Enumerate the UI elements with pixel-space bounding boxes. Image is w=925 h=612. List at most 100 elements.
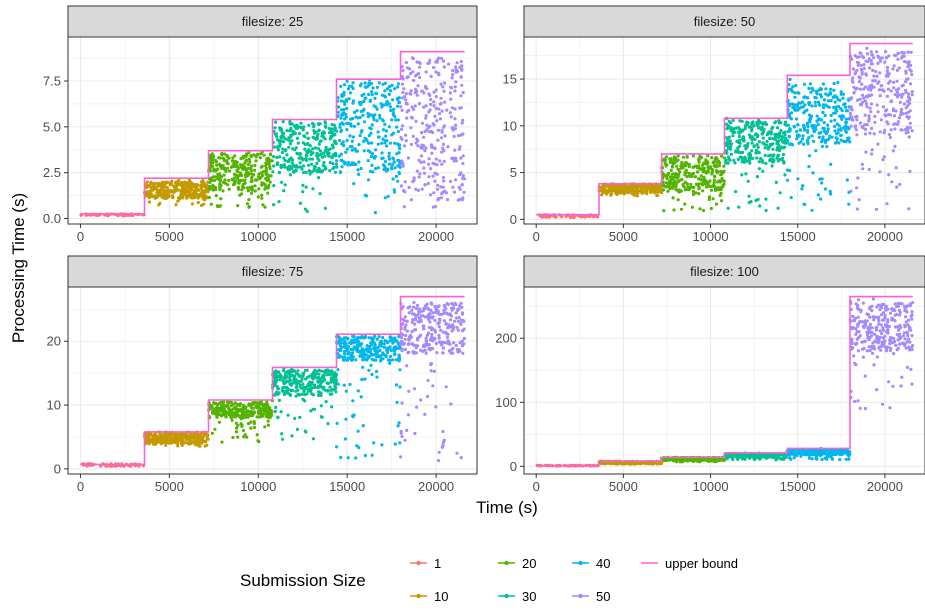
data-point	[340, 112, 344, 116]
data-point	[212, 175, 216, 179]
data-point	[445, 335, 450, 339]
data-point	[855, 68, 859, 72]
data-point	[785, 178, 790, 182]
data-point	[283, 390, 287, 394]
data-point	[424, 70, 428, 74]
data-point	[879, 118, 883, 122]
data-point	[423, 130, 427, 134]
data-point	[409, 142, 413, 147]
data-point	[676, 158, 680, 162]
data-point	[795, 137, 799, 141]
data-point	[366, 149, 370, 153]
data-point	[816, 100, 821, 104]
data-point	[834, 108, 838, 112]
data-point	[201, 180, 205, 185]
data-point	[868, 66, 872, 70]
data-point	[844, 129, 848, 133]
data-point	[377, 335, 381, 339]
data-point	[375, 85, 379, 89]
data-point	[383, 122, 387, 126]
data-point	[821, 135, 825, 139]
data-point	[155, 440, 160, 444]
data-point	[851, 76, 855, 80]
data-point	[395, 125, 399, 129]
data-point	[384, 354, 388, 358]
data-point	[377, 81, 381, 85]
data-point	[810, 134, 814, 138]
data-point	[446, 339, 450, 343]
data-point	[454, 178, 458, 182]
data-point	[676, 198, 680, 202]
data-point	[272, 393, 277, 397]
data-point	[231, 156, 235, 160]
data-point	[280, 134, 284, 138]
data-point	[428, 58, 432, 63]
data-point	[217, 420, 222, 424]
data-point	[343, 437, 347, 441]
data-point	[697, 164, 701, 168]
series-30-points	[271, 120, 339, 213]
data-point	[170, 179, 174, 183]
data-point	[276, 148, 280, 152]
data-point	[701, 189, 705, 193]
data-point	[242, 415, 246, 419]
data-point	[436, 138, 440, 142]
data-point	[426, 343, 431, 347]
data-point	[430, 151, 434, 155]
data-point	[832, 88, 836, 92]
data-point	[457, 307, 461, 311]
data-point	[280, 180, 284, 184]
data-point	[235, 407, 239, 411]
data-point	[359, 82, 363, 86]
data-point	[855, 186, 859, 190]
data-point	[286, 413, 290, 417]
data-point	[811, 171, 815, 175]
data-point	[438, 318, 442, 322]
data-point	[384, 134, 388, 138]
data-point	[330, 369, 334, 373]
data-point	[350, 84, 354, 88]
data-point	[422, 144, 426, 148]
data-point	[798, 128, 803, 132]
data-point	[829, 162, 833, 166]
data-point	[437, 73, 441, 77]
data-point	[207, 195, 211, 200]
data-point	[176, 444, 180, 448]
data-point	[398, 165, 402, 169]
data-point	[905, 125, 909, 129]
data-point	[452, 159, 456, 163]
data-point	[810, 124, 814, 128]
data-point	[320, 415, 324, 419]
data-point	[301, 397, 305, 401]
data-point	[282, 140, 286, 144]
data-point	[459, 94, 463, 98]
data-point	[895, 88, 899, 92]
x-tick-label: 10000	[240, 229, 276, 244]
x-tick-label: 15000	[329, 479, 365, 494]
data-point	[448, 91, 452, 95]
data-point	[461, 174, 465, 178]
data-point	[710, 172, 714, 176]
data-point	[414, 89, 418, 93]
data-point	[323, 370, 327, 374]
data-point	[233, 413, 237, 418]
data-point	[304, 185, 308, 189]
data-point	[632, 193, 636, 197]
data-point	[218, 182, 222, 186]
panel-border	[67, 36, 478, 225]
data-point	[404, 333, 408, 337]
data-point	[433, 179, 437, 183]
data-point	[215, 204, 219, 208]
data-point	[838, 114, 842, 118]
data-point	[389, 108, 393, 113]
data-point	[194, 183, 198, 187]
data-point	[459, 75, 463, 79]
data-point	[257, 187, 261, 191]
data-point	[841, 96, 845, 100]
data-point	[425, 394, 430, 398]
data-point	[374, 148, 378, 152]
data-point	[220, 440, 224, 444]
data-point	[407, 389, 411, 393]
data-point	[345, 128, 349, 132]
data-point	[655, 193, 659, 197]
